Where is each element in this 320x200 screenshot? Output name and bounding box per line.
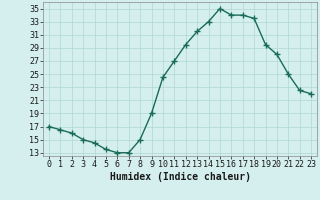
- X-axis label: Humidex (Indice chaleur): Humidex (Indice chaleur): [109, 172, 251, 182]
